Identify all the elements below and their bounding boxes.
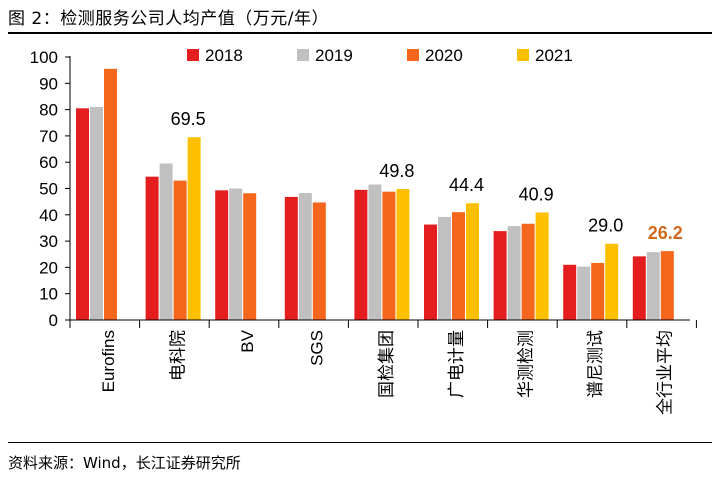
bars-layer <box>76 68 674 321</box>
y-tick-label: 90 <box>39 74 58 93</box>
bar-2019-1 <box>159 163 173 320</box>
x-tick-label: 国检集团 <box>377 330 396 398</box>
x-tick-label: Eurofins <box>99 330 118 392</box>
data-label: 40.9 <box>519 184 554 204</box>
bar-2020-3 <box>312 202 326 320</box>
data-labels-layer: 69.5 49.8 44.4 40.9 29.0 26.2 <box>171 109 683 243</box>
data-label: 26.2 <box>648 223 683 243</box>
data-label: 44.4 <box>449 175 484 195</box>
legend-label-2021: 2021 <box>535 46 573 65</box>
bar-2018-7 <box>563 264 577 320</box>
bar-2019-3 <box>298 192 312 320</box>
legend-swatch-2019 <box>297 49 309 61</box>
source-note: 资料来源：Wind，长江证券研究所 <box>8 454 241 472</box>
bar-2018-4 <box>354 189 368 320</box>
bar-2019-4 <box>368 184 382 320</box>
bar-2018-1 <box>145 176 159 320</box>
bar-2021-7 <box>605 243 619 320</box>
bar-2019-6 <box>507 226 521 320</box>
chart-legend: 2018 2019 2020 2021 <box>187 46 573 65</box>
y-tick-label: 40 <box>39 206 58 225</box>
bar-2020-4 <box>382 191 396 320</box>
legend-label-2018: 2018 <box>205 46 243 65</box>
bar-2018-2 <box>215 190 229 320</box>
y-tick-label: 50 <box>39 180 58 199</box>
bar-2019-2 <box>229 188 243 320</box>
bar-2018-8 <box>632 256 646 320</box>
bar-2019-0 <box>90 106 103 320</box>
bar-2020-6 <box>521 223 535 320</box>
bar-2018-3 <box>284 196 298 320</box>
x-tick-label: SGS <box>308 330 327 366</box>
legend-swatch-2021 <box>517 49 529 61</box>
x-tick-label: 华测检测 <box>516 330 535 398</box>
figure-title: 图 2：检测服务公司人均产值（万元/年） <box>8 9 329 29</box>
y-tick-label: 20 <box>39 258 58 277</box>
data-label: 69.5 <box>171 109 206 129</box>
bar-2018-5 <box>424 224 437 320</box>
y-tick-label: 10 <box>39 285 58 304</box>
x-tick-label: 电科院 <box>168 330 187 381</box>
y-tick-label: 30 <box>39 232 58 251</box>
bar-2021-6 <box>535 212 549 320</box>
legend-label-2019: 2019 <box>315 46 353 65</box>
bar-2020-5 <box>452 212 465 320</box>
y-tick-label: 0 <box>49 311 58 330</box>
bar-2019-8 <box>646 252 660 320</box>
legend-swatch-2018 <box>187 49 199 61</box>
bar-2021-4 <box>396 189 410 320</box>
title-rule <box>8 32 712 34</box>
y-tick-label: 80 <box>39 101 58 120</box>
legend-label-2020: 2020 <box>425 46 463 65</box>
x-tick-label: BV <box>238 329 257 352</box>
y-tick-label: 60 <box>39 153 58 172</box>
y-tick-label: 100 <box>30 48 58 67</box>
bar-2021-1 <box>187 137 201 320</box>
bar-2018-6 <box>493 231 507 320</box>
bar-2018-0 <box>76 108 89 320</box>
bar-2019-5 <box>438 216 451 320</box>
bar-2019-7 <box>577 266 591 320</box>
data-label: 49.8 <box>379 161 414 181</box>
data-label: 29.0 <box>588 216 623 236</box>
bar-2020-7 <box>591 262 605 320</box>
bar-2021-5 <box>466 203 479 320</box>
x-tick-label: 谱尼测试 <box>586 330 605 398</box>
legend-swatch-2020 <box>407 49 419 61</box>
bar-2020-0 <box>104 68 117 321</box>
y-tick-label: 70 <box>39 127 58 146</box>
bar-2020-1 <box>173 180 187 320</box>
bar-2020-8 <box>660 251 674 320</box>
x-tick-label: 全行业平均 <box>656 330 675 415</box>
source-rule <box>8 442 712 443</box>
x-tick-label: 广电计量 <box>447 330 466 398</box>
axes-layer: 0 10 20 30 40 50 60 70 80 90 100 Eurofins 电科院 BV SGS 国检… <box>30 48 697 415</box>
bar-2020-2 <box>243 193 257 320</box>
